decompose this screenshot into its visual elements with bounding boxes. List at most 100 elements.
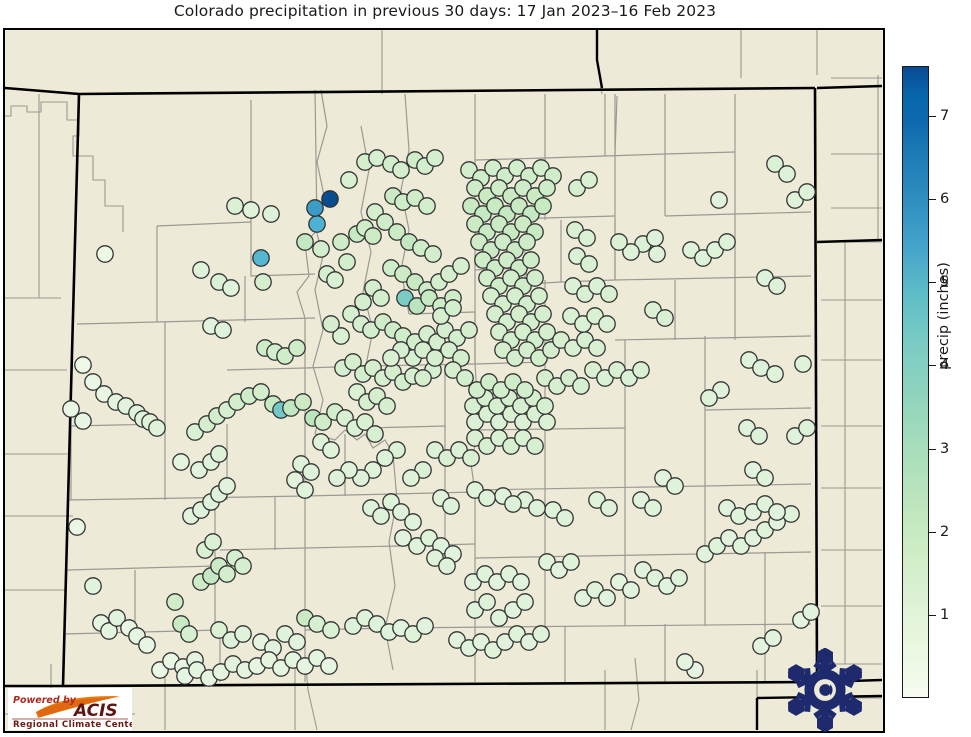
station-marker[interactable] bbox=[172, 453, 190, 471]
station-marker[interactable] bbox=[340, 171, 358, 189]
station-marker[interactable] bbox=[218, 565, 236, 583]
station-marker[interactable] bbox=[84, 577, 102, 595]
station-marker[interactable] bbox=[74, 356, 92, 374]
station-marker[interactable] bbox=[252, 249, 270, 267]
station-marker[interactable] bbox=[768, 503, 786, 521]
station-marker[interactable] bbox=[530, 287, 548, 305]
station-marker[interactable] bbox=[222, 279, 240, 297]
station-marker[interactable] bbox=[320, 657, 338, 675]
station-marker[interactable] bbox=[710, 191, 728, 209]
station-marker[interactable] bbox=[444, 299, 462, 317]
station-marker[interactable] bbox=[700, 389, 718, 407]
station-marker[interactable] bbox=[532, 625, 550, 643]
station-marker[interactable] bbox=[312, 240, 330, 258]
station-marker[interactable] bbox=[321, 190, 339, 208]
station-marker[interactable] bbox=[438, 557, 456, 575]
station-marker[interactable] bbox=[404, 513, 422, 531]
station-marker[interactable] bbox=[644, 499, 662, 517]
station-marker[interactable] bbox=[526, 269, 544, 287]
station-marker[interactable] bbox=[332, 327, 350, 345]
station-marker[interactable] bbox=[180, 625, 198, 643]
station-marker[interactable] bbox=[234, 557, 252, 575]
station-marker[interactable] bbox=[768, 277, 786, 295]
station-marker[interactable] bbox=[376, 449, 394, 467]
station-marker[interactable] bbox=[528, 499, 546, 517]
station-marker[interactable] bbox=[598, 589, 616, 607]
station-marker[interactable] bbox=[750, 427, 768, 445]
station-marker[interactable] bbox=[354, 293, 372, 311]
station-marker[interactable] bbox=[648, 245, 666, 263]
station-marker[interactable] bbox=[100, 622, 118, 640]
station-marker[interactable] bbox=[670, 569, 688, 587]
station-marker[interactable] bbox=[314, 413, 332, 431]
station-marker[interactable] bbox=[218, 477, 236, 495]
station-marker[interactable] bbox=[578, 229, 596, 247]
station-marker[interactable] bbox=[798, 183, 816, 201]
station-marker[interactable] bbox=[632, 361, 650, 379]
station-marker[interactable] bbox=[364, 227, 382, 245]
station-marker[interactable] bbox=[426, 149, 444, 167]
station-marker[interactable] bbox=[794, 355, 812, 373]
station-marker[interactable] bbox=[622, 243, 640, 261]
station-marker[interactable] bbox=[538, 413, 556, 431]
station-marker[interactable] bbox=[392, 503, 410, 521]
station-marker[interactable] bbox=[322, 621, 340, 639]
station-marker[interactable] bbox=[536, 397, 554, 415]
station-marker[interactable] bbox=[242, 201, 260, 219]
station-marker[interactable] bbox=[416, 617, 434, 635]
station-marker[interactable] bbox=[138, 636, 156, 654]
station-marker[interactable] bbox=[534, 305, 552, 323]
station-marker[interactable] bbox=[414, 369, 432, 387]
colorado-map-svg[interactable] bbox=[5, 30, 882, 730]
station-marker[interactable] bbox=[296, 481, 314, 499]
station-marker[interactable] bbox=[204, 533, 222, 551]
station-marker[interactable] bbox=[426, 349, 444, 367]
station-marker[interactable] bbox=[600, 499, 618, 517]
station-marker[interactable] bbox=[462, 449, 480, 467]
station-marker[interactable] bbox=[306, 199, 324, 217]
station-marker[interactable] bbox=[210, 621, 228, 639]
station-markers[interactable] bbox=[62, 149, 820, 687]
colorbar[interactable]: 1 2 3 4 5 6 7 bbox=[902, 66, 949, 698]
station-marker[interactable] bbox=[394, 529, 412, 547]
station-marker[interactable] bbox=[622, 581, 640, 599]
station-marker[interactable] bbox=[356, 413, 374, 431]
station-marker[interactable] bbox=[764, 629, 782, 647]
station-marker[interactable] bbox=[192, 261, 210, 279]
station-marker[interactable] bbox=[580, 255, 598, 273]
station-marker[interactable] bbox=[562, 553, 580, 571]
station-marker[interactable] bbox=[262, 205, 280, 223]
station-marker[interactable] bbox=[344, 353, 362, 371]
station-marker[interactable] bbox=[512, 573, 530, 591]
map-panel[interactable] bbox=[3, 28, 885, 733]
station-marker[interactable] bbox=[526, 437, 544, 455]
station-marker[interactable] bbox=[418, 197, 436, 215]
station-marker[interactable] bbox=[210, 445, 228, 463]
station-marker[interactable] bbox=[366, 425, 384, 443]
station-marker[interactable] bbox=[372, 289, 390, 307]
station-marker[interactable] bbox=[322, 441, 340, 459]
station-marker[interactable] bbox=[798, 419, 816, 437]
station-marker[interactable] bbox=[254, 273, 272, 291]
station-marker[interactable] bbox=[538, 179, 556, 197]
station-marker[interactable] bbox=[556, 509, 574, 527]
station-marker[interactable] bbox=[656, 309, 674, 327]
station-marker[interactable] bbox=[376, 213, 394, 231]
station-marker[interactable] bbox=[288, 633, 306, 651]
station-marker[interactable] bbox=[516, 593, 534, 611]
station-marker[interactable] bbox=[766, 365, 784, 383]
station-marker[interactable] bbox=[478, 593, 496, 611]
station-marker[interactable] bbox=[214, 321, 232, 339]
station-marker[interactable] bbox=[332, 233, 350, 251]
station-marker[interactable] bbox=[108, 609, 126, 627]
station-marker[interactable] bbox=[424, 245, 442, 263]
station-marker[interactable] bbox=[96, 245, 114, 263]
station-marker[interactable] bbox=[676, 653, 694, 671]
station-marker[interactable] bbox=[74, 412, 92, 430]
station-marker[interactable] bbox=[478, 489, 496, 507]
station-marker[interactable] bbox=[338, 253, 356, 271]
station-marker[interactable] bbox=[598, 315, 616, 333]
station-marker[interactable] bbox=[718, 233, 736, 251]
station-marker[interactable] bbox=[460, 321, 478, 339]
station-marker[interactable] bbox=[516, 381, 534, 399]
